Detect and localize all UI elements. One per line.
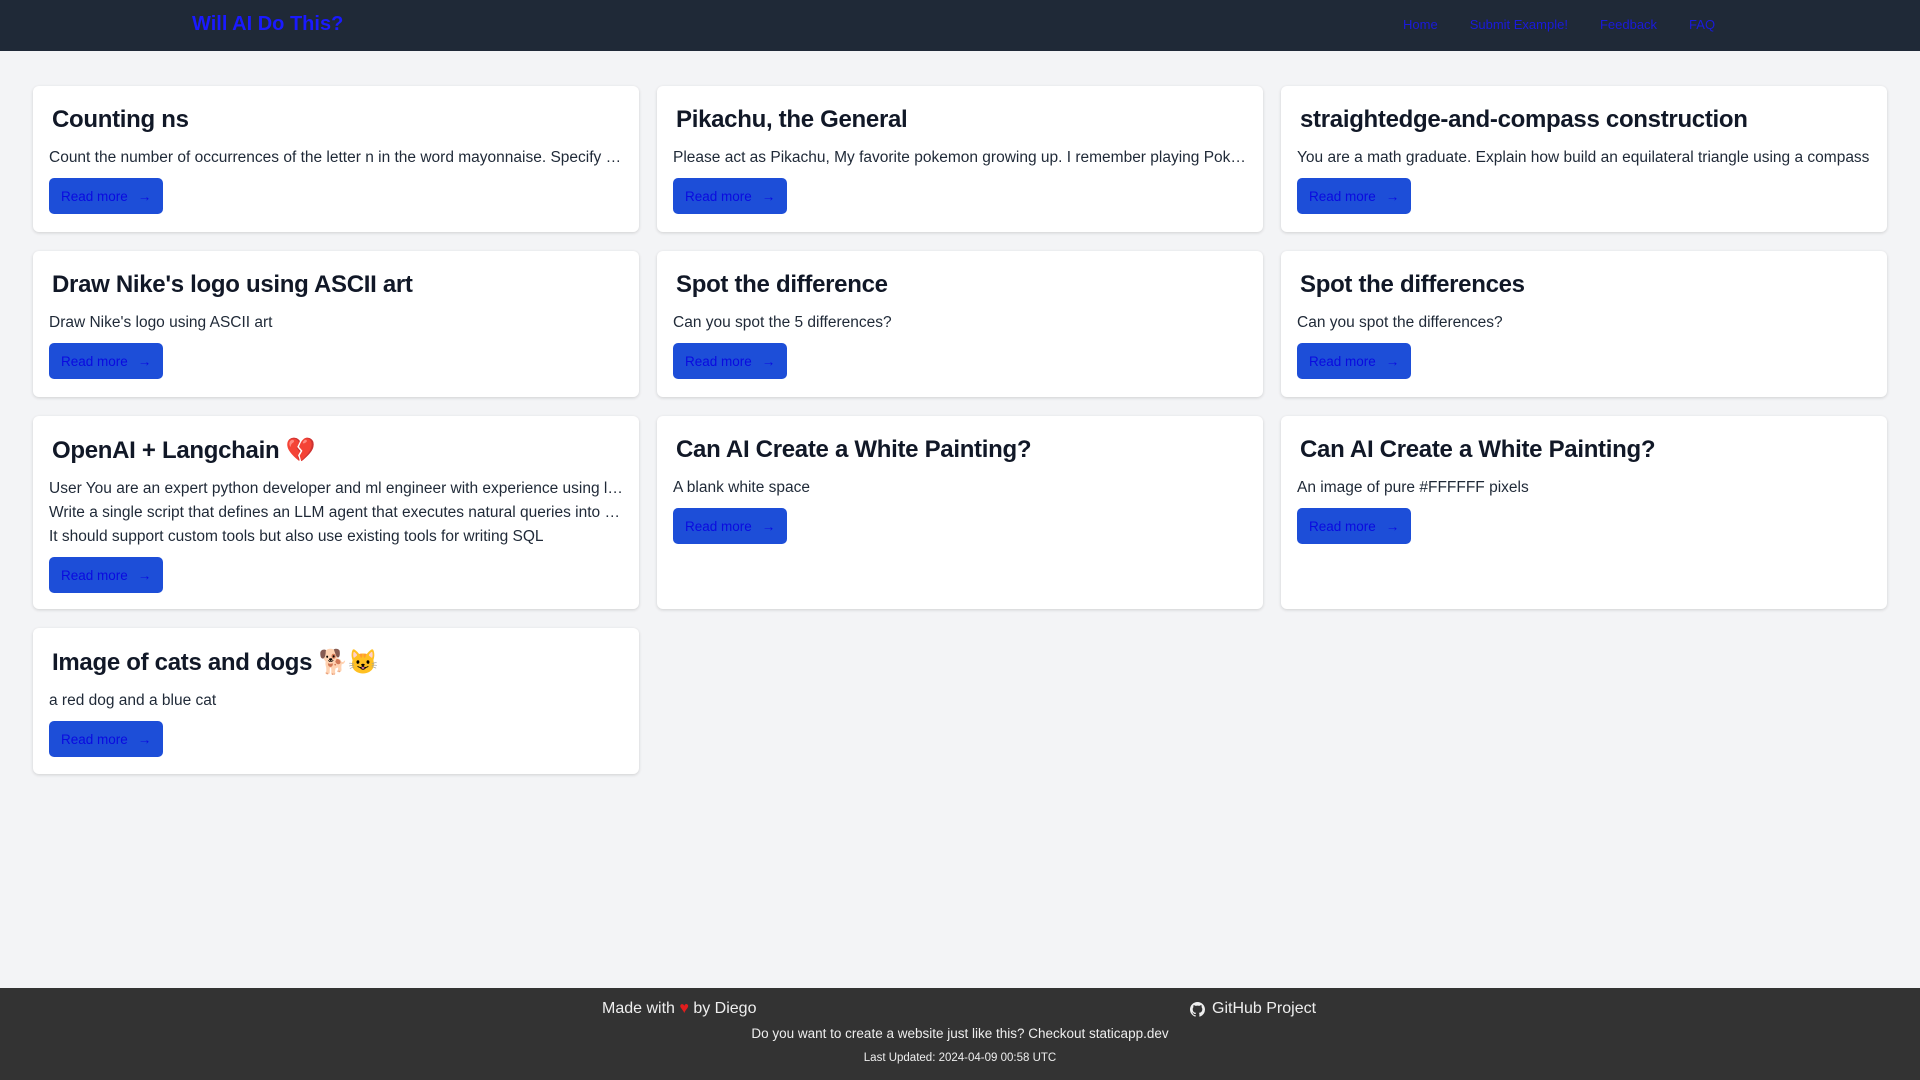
card-description-line: Can you spot the differences? [1297, 314, 1503, 331]
arrow-right-icon: → [137, 731, 152, 747]
read-more-button[interactable]: Read more → [49, 557, 164, 593]
footer: Made with ♥ by Diego GitHub Project Do y… [0, 988, 1920, 1080]
last-updated: Last Updated: 2024-04-09 00:58 UTC [863, 1052, 1057, 1064]
card-description: A blank white space [673, 476, 1247, 500]
arrow-right-icon: → [761, 518, 776, 534]
arrow-right-icon: → [137, 188, 152, 204]
made-with-credit: Made with ♥ by Diego [602, 1000, 756, 1018]
heart-icon: ♥ [679, 1000, 689, 1017]
card-title: Can AI Create a White Painting? [676, 436, 1032, 463]
card-description: Draw Nike's logo using ASCII art [49, 311, 623, 335]
card-description-line: An image of pure #FFFFFF pixels [1297, 479, 1529, 496]
read-more-button[interactable]: Read more → [673, 343, 788, 379]
read-more-button[interactable]: Read more → [49, 178, 164, 214]
read-more-button[interactable]: Read more → [673, 178, 788, 214]
arrow-right-icon: → [137, 567, 152, 583]
example-card: Counting ns Count the number of occurrenc… [33, 86, 639, 232]
card-title: Counting ns [52, 106, 189, 133]
example-card: straightedge-and-compass construction You… [1281, 86, 1887, 232]
card-description-line: a red dog and a blue cat [49, 692, 217, 709]
read-more-label: Read more [61, 353, 128, 369]
card-description-line: Count the number of occurrences of the l… [49, 149, 623, 166]
example-card: Spot the differences Can you spot the dif… [1281, 251, 1887, 397]
read-more-button[interactable]: Read more → [49, 343, 164, 379]
card-description-line: You are a math graduate. Explain how bui… [1297, 149, 1870, 166]
card-description-line: A blank white space [673, 479, 811, 496]
card-description: a red dog and a blue cat [49, 689, 623, 713]
github-project-link[interactable]: GitHub Project [1190, 1000, 1316, 1018]
card-title: Spot the difference [676, 271, 888, 298]
card-description: User You are an expert python developer … [49, 477, 623, 549]
read-more-button[interactable]: Read more → [673, 508, 788, 544]
read-more-label: Read more [1309, 188, 1376, 204]
read-more-label: Read more [1309, 353, 1376, 369]
nav-home[interactable]: Home [1403, 17, 1438, 32]
top-nav-bar: Will AI Do This? Home Submit Example! Fe… [0, 0, 1920, 51]
arrow-right-icon: → [1385, 518, 1400, 534]
made-prefix: Made with [602, 1000, 675, 1017]
card-title: Can AI Create a White Painting? [1300, 436, 1656, 463]
github-icon [1190, 1001, 1205, 1017]
card-description: Count the number of occurrences of the l… [49, 146, 623, 170]
nav-feedback[interactable]: Feedback [1599, 17, 1658, 32]
arrow-right-icon: → [137, 353, 152, 369]
read-more-button[interactable]: Read more → [1297, 178, 1412, 214]
card-description-line: Please act as Pikachu, My favorite pokem… [673, 149, 1247, 166]
read-more-button[interactable]: Read more → [1297, 508, 1412, 544]
card-description: Can you spot the differences? [1297, 311, 1871, 335]
card-description: Can you spot the 5 differences? [673, 311, 1247, 335]
example-card: Image of cats and dogs 🐕😺 a red dog and a… [33, 628, 639, 774]
read-more-button[interactable]: Read more → [49, 721, 164, 757]
nav-faq[interactable]: FAQ [1689, 17, 1716, 32]
read-more-label: Read more [61, 567, 128, 583]
card-description-line: Write a single script that defines an LL… [49, 504, 623, 521]
example-card: OpenAI + Langchain 💔 User You are an expe… [33, 416, 639, 609]
example-card: Can AI Create a White Painting? An image … [1281, 416, 1887, 609]
card-title: straightedge-and-compass construction [1300, 106, 1748, 133]
examples-grid: Counting ns Count the number of occurrenc… [33, 86, 1887, 774]
read-more-label: Read more [1309, 518, 1376, 534]
main-nav: Home Submit Example! Feedback FAQ [1403, 17, 1715, 32]
nav-submit-example[interactable]: Submit Example! [1469, 17, 1568, 32]
card-description-line: Draw Nike's logo using ASCII art [49, 314, 273, 331]
read-more-label: Read more [685, 188, 752, 204]
arrow-right-icon: → [1385, 353, 1400, 369]
card-title: Draw Nike's logo using ASCII art [52, 271, 413, 298]
read-more-label: Read more [685, 518, 752, 534]
promo-text: Do you want to create a website just lik… [751, 1026, 1169, 1041]
arrow-right-icon: → [1385, 188, 1400, 204]
read-more-label: Read more [61, 188, 128, 204]
read-more-label: Read more [61, 731, 128, 747]
read-more-button[interactable]: Read more → [1297, 343, 1412, 379]
card-title: OpenAI + Langchain 💔 [52, 437, 316, 464]
card-description-line: Can you spot the 5 differences? [673, 314, 892, 331]
example-card: Spot the difference Can you spot the 5 di… [657, 251, 1263, 397]
made-suffix: by Diego [693, 1000, 757, 1017]
site-title-link[interactable]: Will AI Do This? [192, 13, 344, 35]
example-card: Pikachu, the General Please act as Pikach… [657, 86, 1263, 232]
card-description: An image of pure #FFFFFF pixels [1297, 476, 1871, 500]
card-description: Please act as Pikachu, My favorite pokem… [673, 146, 1247, 170]
github-label: GitHub Project [1212, 1000, 1317, 1017]
card-title: Pikachu, the General [676, 106, 908, 133]
example-card: Draw Nike's logo using ASCII art Draw Nik… [33, 251, 639, 397]
arrow-right-icon: → [761, 188, 776, 204]
arrow-right-icon: → [761, 353, 776, 369]
card-title: Image of cats and dogs 🐕😺 [52, 649, 378, 676]
card-title: Spot the differences [1300, 271, 1525, 298]
card-description-line: User You are an expert python developer … [49, 480, 623, 497]
read-more-label: Read more [685, 353, 752, 369]
example-card: Can AI Create a White Painting? A blank w… [657, 416, 1263, 609]
card-description: You are a math graduate. Explain how bui… [1297, 146, 1871, 170]
card-description-line: It should support custom tools but also … [49, 528, 544, 545]
